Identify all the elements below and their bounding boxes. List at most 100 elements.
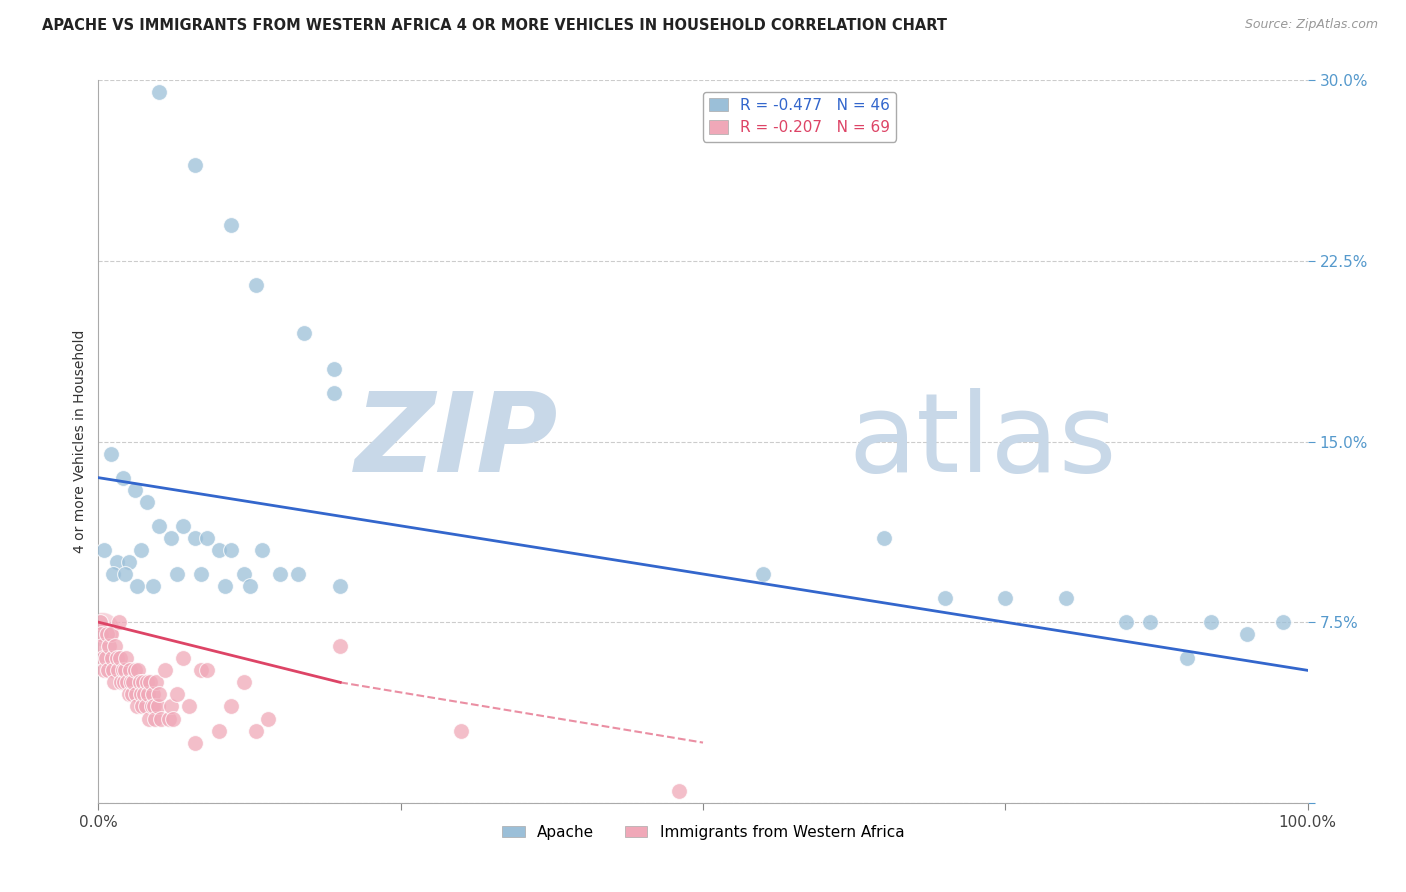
Point [127, 699, 149, 714]
Point [256, 712, 278, 726]
Point [118, 555, 141, 569]
Point [121, 687, 143, 701]
Point [112, 675, 135, 690]
Point [94, 651, 117, 665]
Point [179, 699, 201, 714]
Point [135, 494, 157, 508]
Point [129, 542, 152, 557]
Point [287, 567, 309, 582]
Point [117, 675, 139, 690]
Point [157, 712, 180, 726]
Point [132, 675, 155, 690]
Point [139, 675, 162, 690]
Point [329, 579, 352, 593]
Point [160, 531, 183, 545]
Point [100, 651, 122, 665]
Point [1115, 615, 1137, 630]
Point [450, 723, 472, 738]
Point [153, 664, 176, 678]
Point [146, 699, 169, 714]
Point [752, 567, 775, 582]
Point [124, 483, 146, 497]
Point [107, 664, 129, 678]
Point [145, 675, 167, 690]
Point [115, 651, 138, 665]
Point [232, 675, 254, 690]
Point [232, 567, 254, 582]
Text: atlas: atlas [848, 388, 1116, 495]
Point [142, 579, 165, 593]
Point [129, 687, 152, 701]
Point [111, 664, 134, 678]
Point [934, 591, 956, 606]
Point [108, 651, 131, 665]
Point [166, 567, 188, 582]
Point [166, 687, 188, 701]
Point [131, 699, 153, 714]
Point [135, 675, 157, 690]
Point [100, 446, 122, 460]
Point [323, 362, 346, 376]
Point [150, 712, 173, 726]
Point [118, 687, 141, 701]
Point [208, 542, 231, 557]
Point [89, 615, 111, 630]
Point [105, 555, 128, 569]
Point [136, 687, 159, 701]
Point [245, 723, 267, 738]
Point [245, 278, 267, 293]
Legend: Apache, Immigrants from Western Africa: Apache, Immigrants from Western Africa [495, 819, 911, 846]
Point [135, 699, 157, 714]
Point [108, 615, 131, 630]
Point [110, 675, 132, 690]
Point [104, 639, 127, 653]
Point [127, 579, 149, 593]
Y-axis label: 4 or more Vehicles in Household: 4 or more Vehicles in Household [73, 330, 87, 553]
Point [329, 639, 352, 653]
Point [90, 627, 112, 641]
Point [184, 157, 207, 171]
Point [873, 531, 896, 545]
Point [122, 675, 145, 690]
Text: ZIP: ZIP [354, 388, 558, 495]
Text: APACHE VS IMMIGRANTS FROM WESTERN AFRICA 4 OR MORE VEHICLES IN HOUSEHOLD CORRELA: APACHE VS IMMIGRANTS FROM WESTERN AFRICA… [42, 18, 948, 33]
Point [1236, 627, 1258, 641]
Point [111, 471, 134, 485]
Point [97, 664, 120, 678]
Point [138, 712, 160, 726]
Point [250, 542, 273, 557]
Point [105, 651, 128, 665]
Point [93, 542, 115, 557]
Point [141, 699, 163, 714]
Point [101, 567, 124, 582]
Point [93, 664, 115, 678]
Point [1199, 615, 1222, 630]
Point [1272, 615, 1295, 630]
Point [184, 735, 207, 749]
Point [1054, 591, 1077, 606]
Point [162, 712, 184, 726]
Point [221, 218, 243, 232]
Point [125, 687, 148, 701]
Point [142, 687, 165, 701]
Point [195, 531, 218, 545]
Point [221, 699, 243, 714]
Point [221, 542, 243, 557]
Point [172, 519, 194, 533]
Point [134, 687, 156, 701]
Point [239, 579, 262, 593]
Point [148, 519, 170, 533]
Point [292, 326, 315, 341]
Point [994, 591, 1017, 606]
Point [96, 627, 118, 641]
Point [114, 664, 136, 678]
Point [208, 723, 231, 738]
Point [127, 664, 149, 678]
Point [668, 784, 690, 798]
Point [124, 664, 146, 678]
Point [128, 675, 150, 690]
Point [91, 639, 114, 653]
Point [91, 623, 114, 637]
Point [323, 386, 346, 401]
Point [214, 579, 236, 593]
